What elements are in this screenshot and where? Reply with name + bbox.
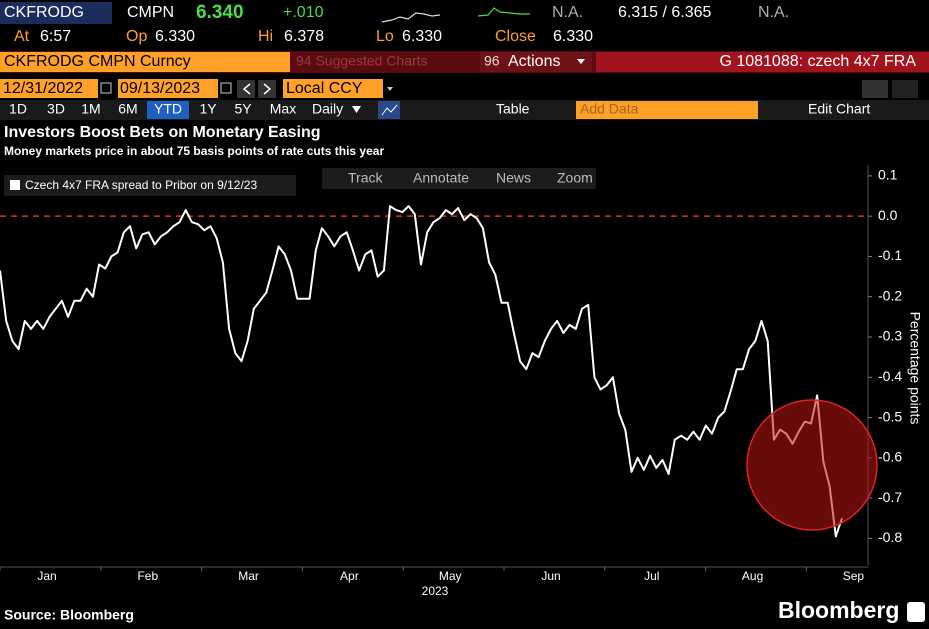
actions-button[interactable] — [480, 52, 592, 72]
table-button[interactable]: Table — [496, 101, 530, 117]
y-tick-label: -0.1 — [878, 247, 902, 263]
quote-value: 6.378 — [284, 28, 324, 45]
y-tick-label: -0.2 — [878, 287, 902, 303]
period-button[interactable]: 5Y — [234, 101, 252, 117]
security-field[interactable] — [0, 52, 290, 72]
period-button[interactable]: 3D — [47, 101, 65, 117]
prev-icon — [242, 83, 251, 95]
legend-swatch — [10, 180, 20, 190]
currency-field[interactable] — [283, 79, 383, 98]
toolbar — [0, 100, 929, 120]
sparkline-green — [477, 7, 530, 17]
price-change: +.010 — [283, 4, 324, 21]
quote-value: 6.330 — [402, 28, 442, 45]
quote-label: Lo — [376, 28, 394, 45]
pricing-source: CMPN — [127, 4, 174, 21]
calendar-icon[interactable] — [100, 82, 112, 94]
na-value: N.A. — [552, 4, 583, 21]
y-tick-label: -0.3 — [878, 328, 902, 344]
x-tick-label: Apr — [340, 569, 359, 583]
quote-value: 6:57 — [40, 28, 71, 45]
highlight-circle — [746, 399, 878, 531]
x-axis-label: 2023 — [422, 584, 449, 598]
start-date: 12/31/2022 — [3, 80, 83, 97]
y-tick-label: -0.4 — [878, 368, 902, 384]
calendar-icon[interactable] — [220, 82, 232, 94]
dropdown-arrow — [387, 87, 393, 91]
actions-code: 96 — [484, 53, 500, 69]
x-tick-label: Jul — [644, 569, 659, 583]
data-line — [0, 205, 843, 538]
redo-button[interactable] — [892, 80, 918, 98]
line-icon — [381, 104, 398, 116]
next-icon — [263, 83, 272, 95]
x-tick-label: May — [439, 569, 462, 583]
y-tick-label: -0.6 — [878, 449, 902, 465]
last-price: 6.340 — [196, 2, 244, 23]
chart-title: Investors Boost Bets on Monetary Easing — [4, 124, 321, 141]
legend-box — [4, 175, 296, 196]
end-date-field[interactable] — [118, 79, 218, 98]
x-tick-label: Sep — [843, 569, 865, 583]
source: Source: Bloomberg — [4, 607, 134, 623]
chart-id: G 1081088: czech 4x7 FRA — [719, 53, 916, 70]
chart-tools-box — [322, 168, 596, 189]
x-tick-label: Jan — [37, 569, 56, 583]
dropdown-arrow — [352, 106, 361, 113]
bid-ask: 6.315 / 6.365 — [618, 4, 712, 21]
legend-label: Czech 4x7 FRA spread to Pribor on 9/12/2… — [25, 178, 257, 192]
x-tick-label: Feb — [137, 569, 158, 583]
period-button[interactable]: Max — [270, 101, 296, 117]
dropdown-arrow — [577, 59, 585, 64]
y-tick-label: -0.8 — [878, 529, 902, 545]
ticker-box — [0, 2, 112, 24]
brand-logo: Bloomberg — [778, 597, 899, 623]
frequency[interactable]: Daily — [312, 101, 343, 117]
quote-label: Hi — [258, 28, 273, 45]
chart-tool[interactable]: Annotate — [413, 170, 469, 186]
x-tick-label: Jun — [541, 569, 560, 583]
x-tick-label: Mar — [238, 569, 259, 583]
x-tick-label: Aug — [742, 569, 763, 583]
period-button[interactable]: 1M — [81, 101, 100, 117]
y-axis-label: Percentage points — [907, 312, 923, 425]
quote-value: 6.330 — [155, 28, 195, 45]
currency: Local CCY — [286, 80, 363, 97]
start-date-field[interactable] — [0, 79, 98, 98]
quote-label: At — [14, 28, 30, 45]
y-tick-label: -0.7 — [878, 489, 902, 505]
sparkline — [381, 12, 441, 23]
prev-button[interactable] — [237, 80, 255, 98]
end-date: 09/13/2023 — [120, 80, 200, 97]
undo-button[interactable] — [862, 80, 888, 98]
security-text: CKFRODG CMPN Curncy — [4, 53, 191, 70]
y-tick-label: 0.1 — [878, 167, 898, 183]
quote-label: Op — [126, 28, 147, 45]
y-tick-label: 0.0 — [878, 207, 898, 223]
na-value: N.A. — [758, 4, 789, 21]
brand-icon — [907, 602, 925, 622]
add-data: Add Data — [580, 101, 639, 117]
y-tick-label: -0.5 — [878, 408, 902, 424]
actions-label: Actions — [508, 53, 560, 70]
selected-period — [147, 101, 189, 119]
ticker: CKFRODG — [4, 4, 84, 21]
quote-value: 6.330 — [553, 28, 593, 45]
period-button[interactable]: YTD — [154, 101, 182, 117]
chart-tool[interactable]: Zoom — [557, 170, 593, 186]
period-button[interactable]: 1D — [9, 101, 27, 117]
chart-subtitle: Money markets price in about 75 basis po… — [4, 144, 384, 158]
add-data-field[interactable] — [576, 101, 758, 119]
chart-id-bar — [596, 52, 929, 72]
chart-tool[interactable]: Track — [348, 170, 383, 186]
next-button[interactable] — [258, 80, 276, 98]
suggested-charts[interactable]: 94 Suggested Charts — [296, 53, 428, 69]
edit-chart-button[interactable]: Edit Chart — [808, 101, 870, 117]
period-button[interactable]: 6M — [118, 101, 137, 117]
period-button[interactable]: 1Y — [199, 101, 217, 117]
quote-label: Close — [495, 28, 536, 45]
chart-tool[interactable]: News — [496, 170, 531, 186]
